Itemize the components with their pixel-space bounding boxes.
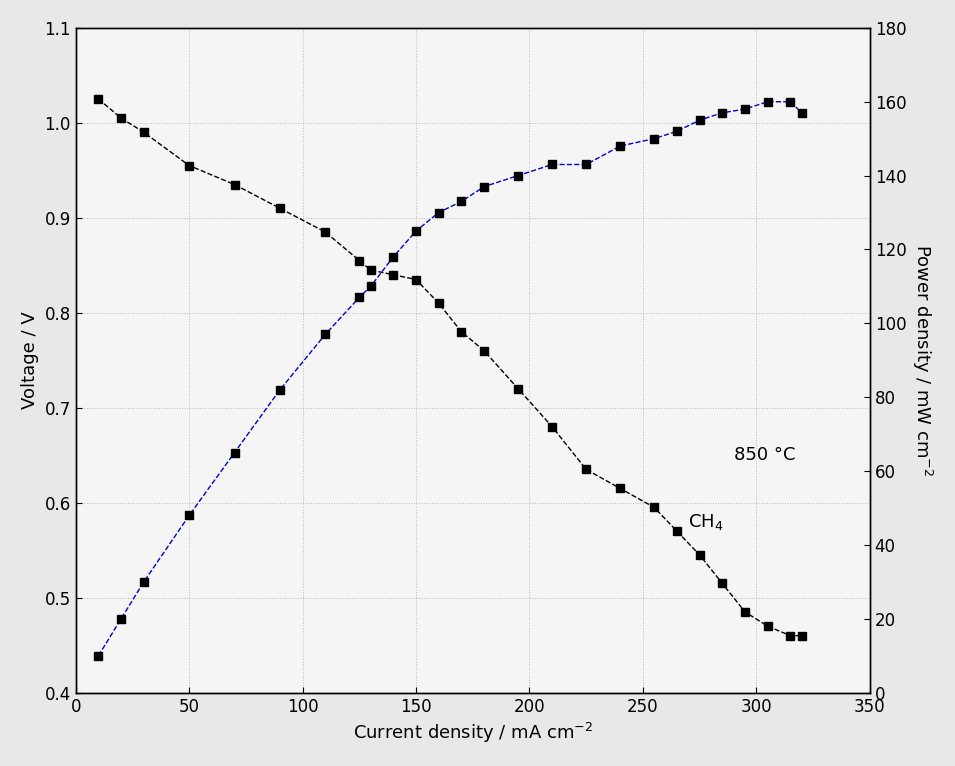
Text: CH$_4$: CH$_4$	[689, 512, 724, 532]
Text: 850 °C: 850 °C	[733, 447, 796, 464]
X-axis label: Current density / mA cm$^{-2}$: Current density / mA cm$^{-2}$	[352, 721, 593, 745]
Y-axis label: Power density / mW cm$^{-2}$: Power density / mW cm$^{-2}$	[910, 244, 934, 476]
Y-axis label: Voltage / V: Voltage / V	[21, 311, 39, 409]
